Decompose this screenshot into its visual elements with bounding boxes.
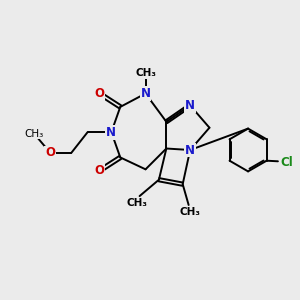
Text: N: N	[185, 143, 195, 157]
Text: O: O	[45, 146, 56, 160]
Text: CH₃: CH₃	[25, 129, 44, 139]
Text: N: N	[106, 126, 116, 139]
Text: O: O	[94, 164, 104, 177]
Text: O: O	[94, 87, 104, 100]
Text: N: N	[185, 99, 195, 112]
Text: CH₃: CH₃	[126, 198, 147, 208]
Text: CH₃: CH₃	[135, 68, 156, 78]
Text: Cl: Cl	[280, 156, 293, 169]
Text: N: N	[140, 87, 151, 100]
Text: CH₃: CH₃	[180, 207, 201, 218]
